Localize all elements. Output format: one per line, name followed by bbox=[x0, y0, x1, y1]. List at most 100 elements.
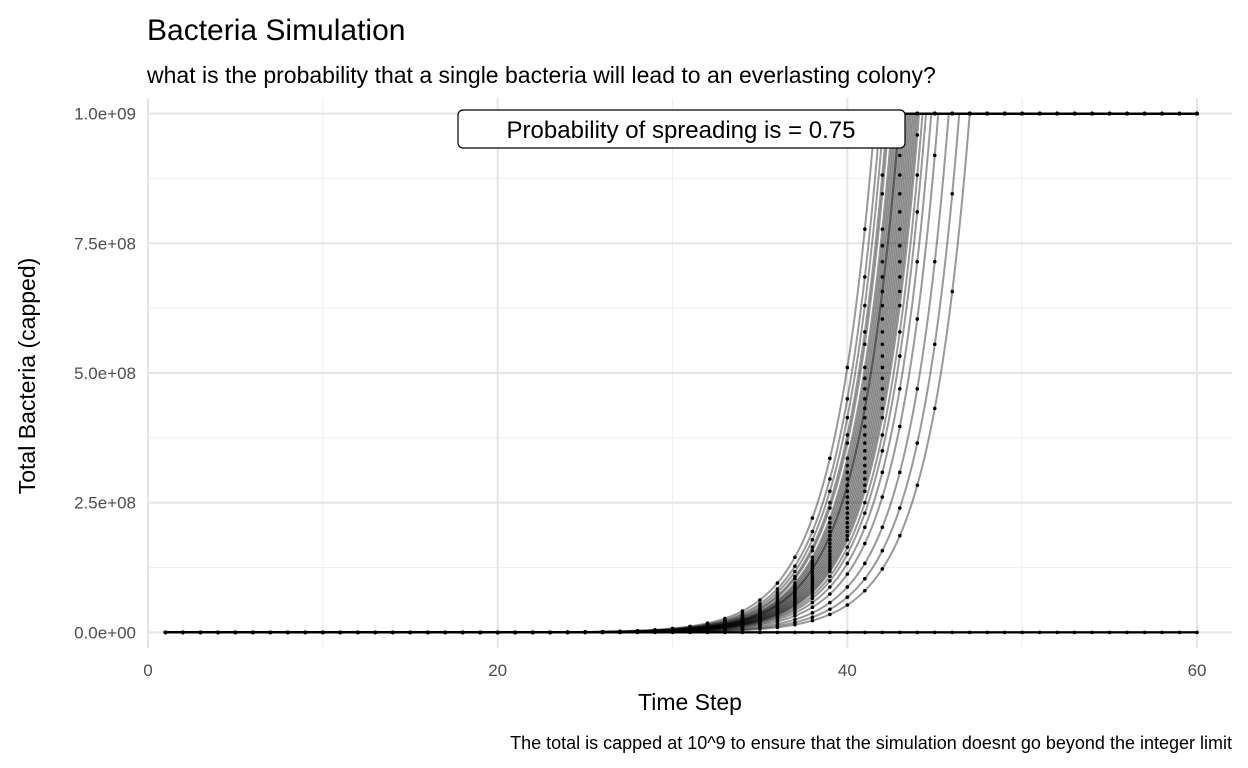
series-point bbox=[898, 330, 902, 334]
series-point bbox=[863, 342, 867, 347]
series-point bbox=[828, 529, 832, 534]
series-line bbox=[165, 112, 1198, 634]
series-line bbox=[165, 112, 1198, 634]
series-line bbox=[165, 112, 1198, 634]
series-point bbox=[845, 489, 850, 494]
series-point-extinct bbox=[338, 630, 343, 635]
series-line bbox=[165, 112, 1198, 634]
series-point bbox=[828, 585, 832, 589]
series-point bbox=[758, 598, 762, 602]
series-point-extinct bbox=[565, 630, 570, 635]
series-point bbox=[810, 548, 815, 553]
annotation-label: Probability of spreading is = 0.75 bbox=[507, 117, 856, 144]
series-point bbox=[810, 567, 815, 571]
series-point-extinct bbox=[583, 630, 587, 635]
series-point-extinct bbox=[443, 630, 448, 635]
series-point-extinct bbox=[321, 630, 325, 635]
chart-title: Bacteria Simulation bbox=[147, 14, 405, 47]
series-point bbox=[828, 537, 832, 542]
series-point bbox=[880, 433, 885, 437]
series-point bbox=[845, 545, 850, 549]
series-point bbox=[810, 537, 815, 542]
series-point bbox=[845, 572, 850, 576]
series-point bbox=[898, 192, 902, 196]
series-line bbox=[165, 112, 1198, 634]
series-point-extinct bbox=[863, 630, 867, 635]
series-point-extinct bbox=[880, 630, 885, 635]
series-point bbox=[880, 387, 885, 391]
series-line bbox=[165, 112, 1198, 634]
series-point bbox=[1107, 111, 1112, 116]
series-line bbox=[165, 112, 1198, 634]
series-point bbox=[915, 173, 920, 177]
series-point bbox=[793, 611, 797, 615]
series-point bbox=[810, 593, 815, 598]
series-point bbox=[932, 406, 937, 411]
series-point bbox=[880, 567, 885, 571]
series-line bbox=[165, 112, 1198, 634]
series-point bbox=[880, 317, 885, 321]
series-point-extinct bbox=[408, 630, 413, 635]
series-point bbox=[845, 483, 850, 488]
series-point bbox=[932, 153, 937, 158]
series-point bbox=[915, 210, 920, 214]
series-points bbox=[163, 111, 1199, 635]
series-line bbox=[165, 112, 1198, 634]
series-point bbox=[845, 585, 850, 589]
series-point bbox=[985, 111, 990, 116]
series-point bbox=[810, 555, 815, 560]
series-point bbox=[880, 227, 885, 231]
series-line bbox=[165, 112, 1198, 634]
series-point bbox=[793, 608, 797, 612]
series-point bbox=[775, 587, 780, 591]
y-axis: 0.0e+00 2.5e+08 5.0e+08 7.5e+08 1.0e+09 bbox=[74, 105, 136, 643]
series-point bbox=[828, 477, 832, 481]
series-point bbox=[828, 600, 832, 605]
series-point bbox=[810, 529, 815, 534]
series-point bbox=[828, 579, 832, 583]
x-tick-label: 0 bbox=[143, 661, 152, 680]
series-point bbox=[932, 111, 937, 116]
series-point bbox=[775, 625, 780, 630]
series-line bbox=[165, 112, 1198, 634]
series-point bbox=[828, 561, 832, 566]
series-point-extinct bbox=[653, 630, 657, 635]
y-tick-label: 0.0e+00 bbox=[74, 623, 136, 642]
series-point bbox=[845, 506, 850, 510]
series-point bbox=[1055, 111, 1059, 116]
series-line bbox=[165, 112, 1198, 634]
series-point-extinct bbox=[740, 630, 745, 635]
series-point-extinct bbox=[216, 630, 220, 635]
series-point bbox=[880, 449, 885, 453]
series-lines bbox=[165, 112, 1198, 634]
series-point bbox=[863, 387, 867, 391]
series-point bbox=[863, 463, 867, 468]
series-point bbox=[845, 533, 850, 538]
series-point bbox=[1037, 111, 1042, 116]
series-point bbox=[863, 303, 867, 308]
series-point-extinct bbox=[1037, 630, 1042, 635]
series-point bbox=[863, 441, 867, 445]
series-point bbox=[1020, 111, 1024, 116]
series-point bbox=[810, 569, 815, 574]
series-point bbox=[775, 590, 780, 595]
series-point bbox=[845, 529, 850, 534]
series-point-extinct bbox=[548, 630, 552, 635]
series-point bbox=[880, 289, 885, 294]
series-point bbox=[915, 317, 920, 321]
series-point-extinct bbox=[460, 630, 465, 635]
series-point-extinct bbox=[950, 630, 955, 635]
series-point bbox=[810, 600, 815, 605]
series-point-extinct bbox=[1002, 630, 1007, 635]
series-line bbox=[165, 112, 1198, 634]
series-point bbox=[915, 133, 920, 137]
series-point-extinct bbox=[198, 630, 203, 635]
y-axis-title: Total Bacteria (capped) bbox=[14, 258, 40, 495]
series-point bbox=[828, 489, 832, 494]
series-point bbox=[880, 192, 885, 196]
series-point-extinct bbox=[828, 630, 832, 635]
series-point bbox=[758, 627, 762, 631]
series-point bbox=[950, 289, 955, 294]
series-point bbox=[863, 470, 867, 475]
series-point bbox=[898, 210, 902, 214]
